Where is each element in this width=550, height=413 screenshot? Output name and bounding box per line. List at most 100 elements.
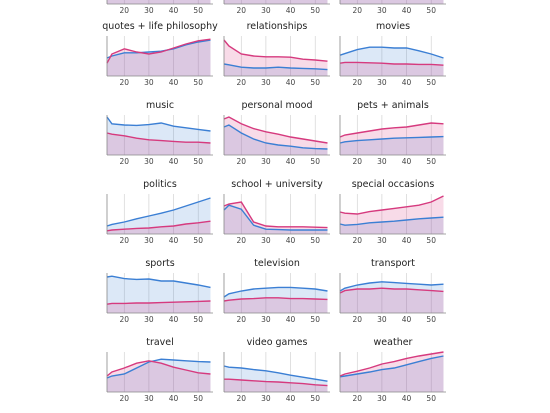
panel-panel-1: 20 30 40 50 bbox=[223, 0, 330, 15]
x-tick-label: 50 bbox=[193, 157, 203, 166]
x-tick-label: 40 bbox=[169, 157, 179, 166]
x-tick-label: 30 bbox=[261, 394, 271, 403]
x-tick-label: 20 bbox=[236, 157, 246, 166]
panel-personal-mood: personal mood 20 30 40 50 bbox=[223, 100, 330, 166]
panel-title: video games bbox=[247, 337, 308, 348]
x-tick-label: 50 bbox=[310, 157, 320, 166]
panel-politics: politics 20 30 40 50 bbox=[106, 179, 213, 245]
panel-school-university: school + university 20 30 40 50 bbox=[223, 179, 330, 245]
series-blue-area bbox=[340, 217, 444, 234]
series-blue-line bbox=[223, 124, 328, 150]
x-tick-label: 50 bbox=[426, 157, 436, 166]
x-tick-label: 20 bbox=[119, 236, 129, 245]
series-blue-area bbox=[224, 366, 328, 392]
x-tick-label: 30 bbox=[144, 157, 154, 166]
series-blue-line bbox=[106, 197, 211, 227]
x-tick-label: 30 bbox=[144, 78, 154, 87]
x-tick-label: 30 bbox=[377, 315, 387, 324]
series-pink-line bbox=[339, 61, 444, 66]
series-blue-line bbox=[106, 116, 211, 132]
x-tick-label: 40 bbox=[402, 236, 412, 245]
series-blue-line bbox=[106, 39, 211, 59]
x-tick-label: 50 bbox=[426, 394, 436, 403]
x-tick-label: 40 bbox=[169, 6, 179, 15]
x-tick-label: 30 bbox=[144, 394, 154, 403]
x-tick-label: 20 bbox=[352, 394, 362, 403]
panel-title: politics bbox=[143, 179, 177, 190]
panel-panel-2: 20 30 40 50 bbox=[339, 0, 446, 15]
series-pink-line bbox=[339, 351, 444, 377]
series-pink-line bbox=[339, 122, 444, 138]
panel-title: quotes + life philosophy bbox=[102, 21, 218, 32]
x-tick-label: 30 bbox=[377, 394, 387, 403]
x-tick-label: 50 bbox=[426, 315, 436, 324]
series-pink-area bbox=[224, 117, 328, 155]
x-tick-label: 50 bbox=[193, 236, 203, 245]
x-tick-label: 20 bbox=[119, 6, 129, 15]
x-tick-label: 50 bbox=[310, 315, 320, 324]
panel-movies: movies 20 30 40 50 bbox=[339, 21, 446, 87]
series-blue-line bbox=[339, 281, 444, 292]
series-pink-line bbox=[223, 201, 328, 229]
panel-title: pets + animals bbox=[357, 100, 429, 111]
x-tick-label: 40 bbox=[286, 78, 296, 87]
x-tick-label: 20 bbox=[236, 78, 246, 87]
series-pink-area bbox=[340, 0, 444, 4]
x-tick-label: 40 bbox=[286, 236, 296, 245]
x-tick-label: 40 bbox=[286, 394, 296, 403]
series-blue-line bbox=[339, 216, 444, 226]
x-tick-label: 50 bbox=[310, 394, 320, 403]
x-tick-label: 30 bbox=[144, 236, 154, 245]
series-pink-area bbox=[224, 297, 328, 313]
series-pink-line bbox=[106, 220, 211, 232]
x-tick-label: 30 bbox=[144, 6, 154, 15]
panel-panel-0: 20 30 40 50 bbox=[106, 0, 213, 15]
series-blue-area bbox=[107, 359, 211, 392]
x-tick-label: 20 bbox=[119, 315, 129, 324]
x-tick-label: 30 bbox=[261, 157, 271, 166]
panel-title: special occasions bbox=[352, 179, 435, 190]
series-pink-area bbox=[107, 0, 211, 4]
panel-title: transport bbox=[371, 258, 415, 269]
x-tick-label: 50 bbox=[310, 6, 320, 15]
series-blue-line bbox=[223, 63, 328, 71]
x-tick-label: 40 bbox=[169, 236, 179, 245]
x-tick-label: 40 bbox=[286, 157, 296, 166]
series-blue-area bbox=[107, 117, 211, 155]
panel-video-games: video games 20 30 40 50 bbox=[223, 337, 330, 403]
x-tick-label: 50 bbox=[426, 6, 436, 15]
series-blue-line bbox=[223, 286, 328, 298]
panel-title: weather bbox=[374, 337, 413, 348]
x-tick-label: 20 bbox=[352, 236, 362, 245]
series-pink-area bbox=[107, 301, 211, 313]
series-blue-line bbox=[223, 365, 328, 382]
series-blue-area bbox=[340, 356, 444, 392]
x-tick-label: 30 bbox=[261, 315, 271, 324]
series-pink-line bbox=[223, 116, 328, 144]
x-tick-label: 20 bbox=[119, 157, 129, 166]
x-tick-label: 20 bbox=[352, 315, 362, 324]
x-tick-label: 50 bbox=[193, 78, 203, 87]
x-tick-label: 40 bbox=[402, 78, 412, 87]
series-pink-area bbox=[107, 39, 211, 76]
x-tick-label: 40 bbox=[286, 315, 296, 324]
panel-title: sports bbox=[145, 258, 174, 269]
series-pink-area bbox=[224, 0, 328, 4]
panel-transport: transport 20 30 40 50 bbox=[339, 258, 446, 324]
panel-title: movies bbox=[376, 21, 410, 32]
series-pink-area bbox=[107, 133, 211, 155]
series-blue-area bbox=[224, 64, 328, 76]
series-pink-line bbox=[106, 360, 211, 377]
x-tick-label: 30 bbox=[377, 157, 387, 166]
panel-weather: weather 20 30 40 50 bbox=[339, 337, 446, 403]
series-pink-area bbox=[224, 202, 328, 234]
series-pink-area bbox=[340, 62, 444, 76]
panel-special-occasions: special occasions 20 30 40 50 bbox=[339, 179, 446, 245]
x-tick-label: 30 bbox=[261, 78, 271, 87]
series-blue-area bbox=[340, 136, 444, 155]
x-tick-label: 40 bbox=[169, 78, 179, 87]
x-tick-label: 50 bbox=[426, 236, 436, 245]
series-pink-area bbox=[107, 360, 211, 392]
panel-music: music 20 30 40 50 bbox=[106, 100, 213, 166]
